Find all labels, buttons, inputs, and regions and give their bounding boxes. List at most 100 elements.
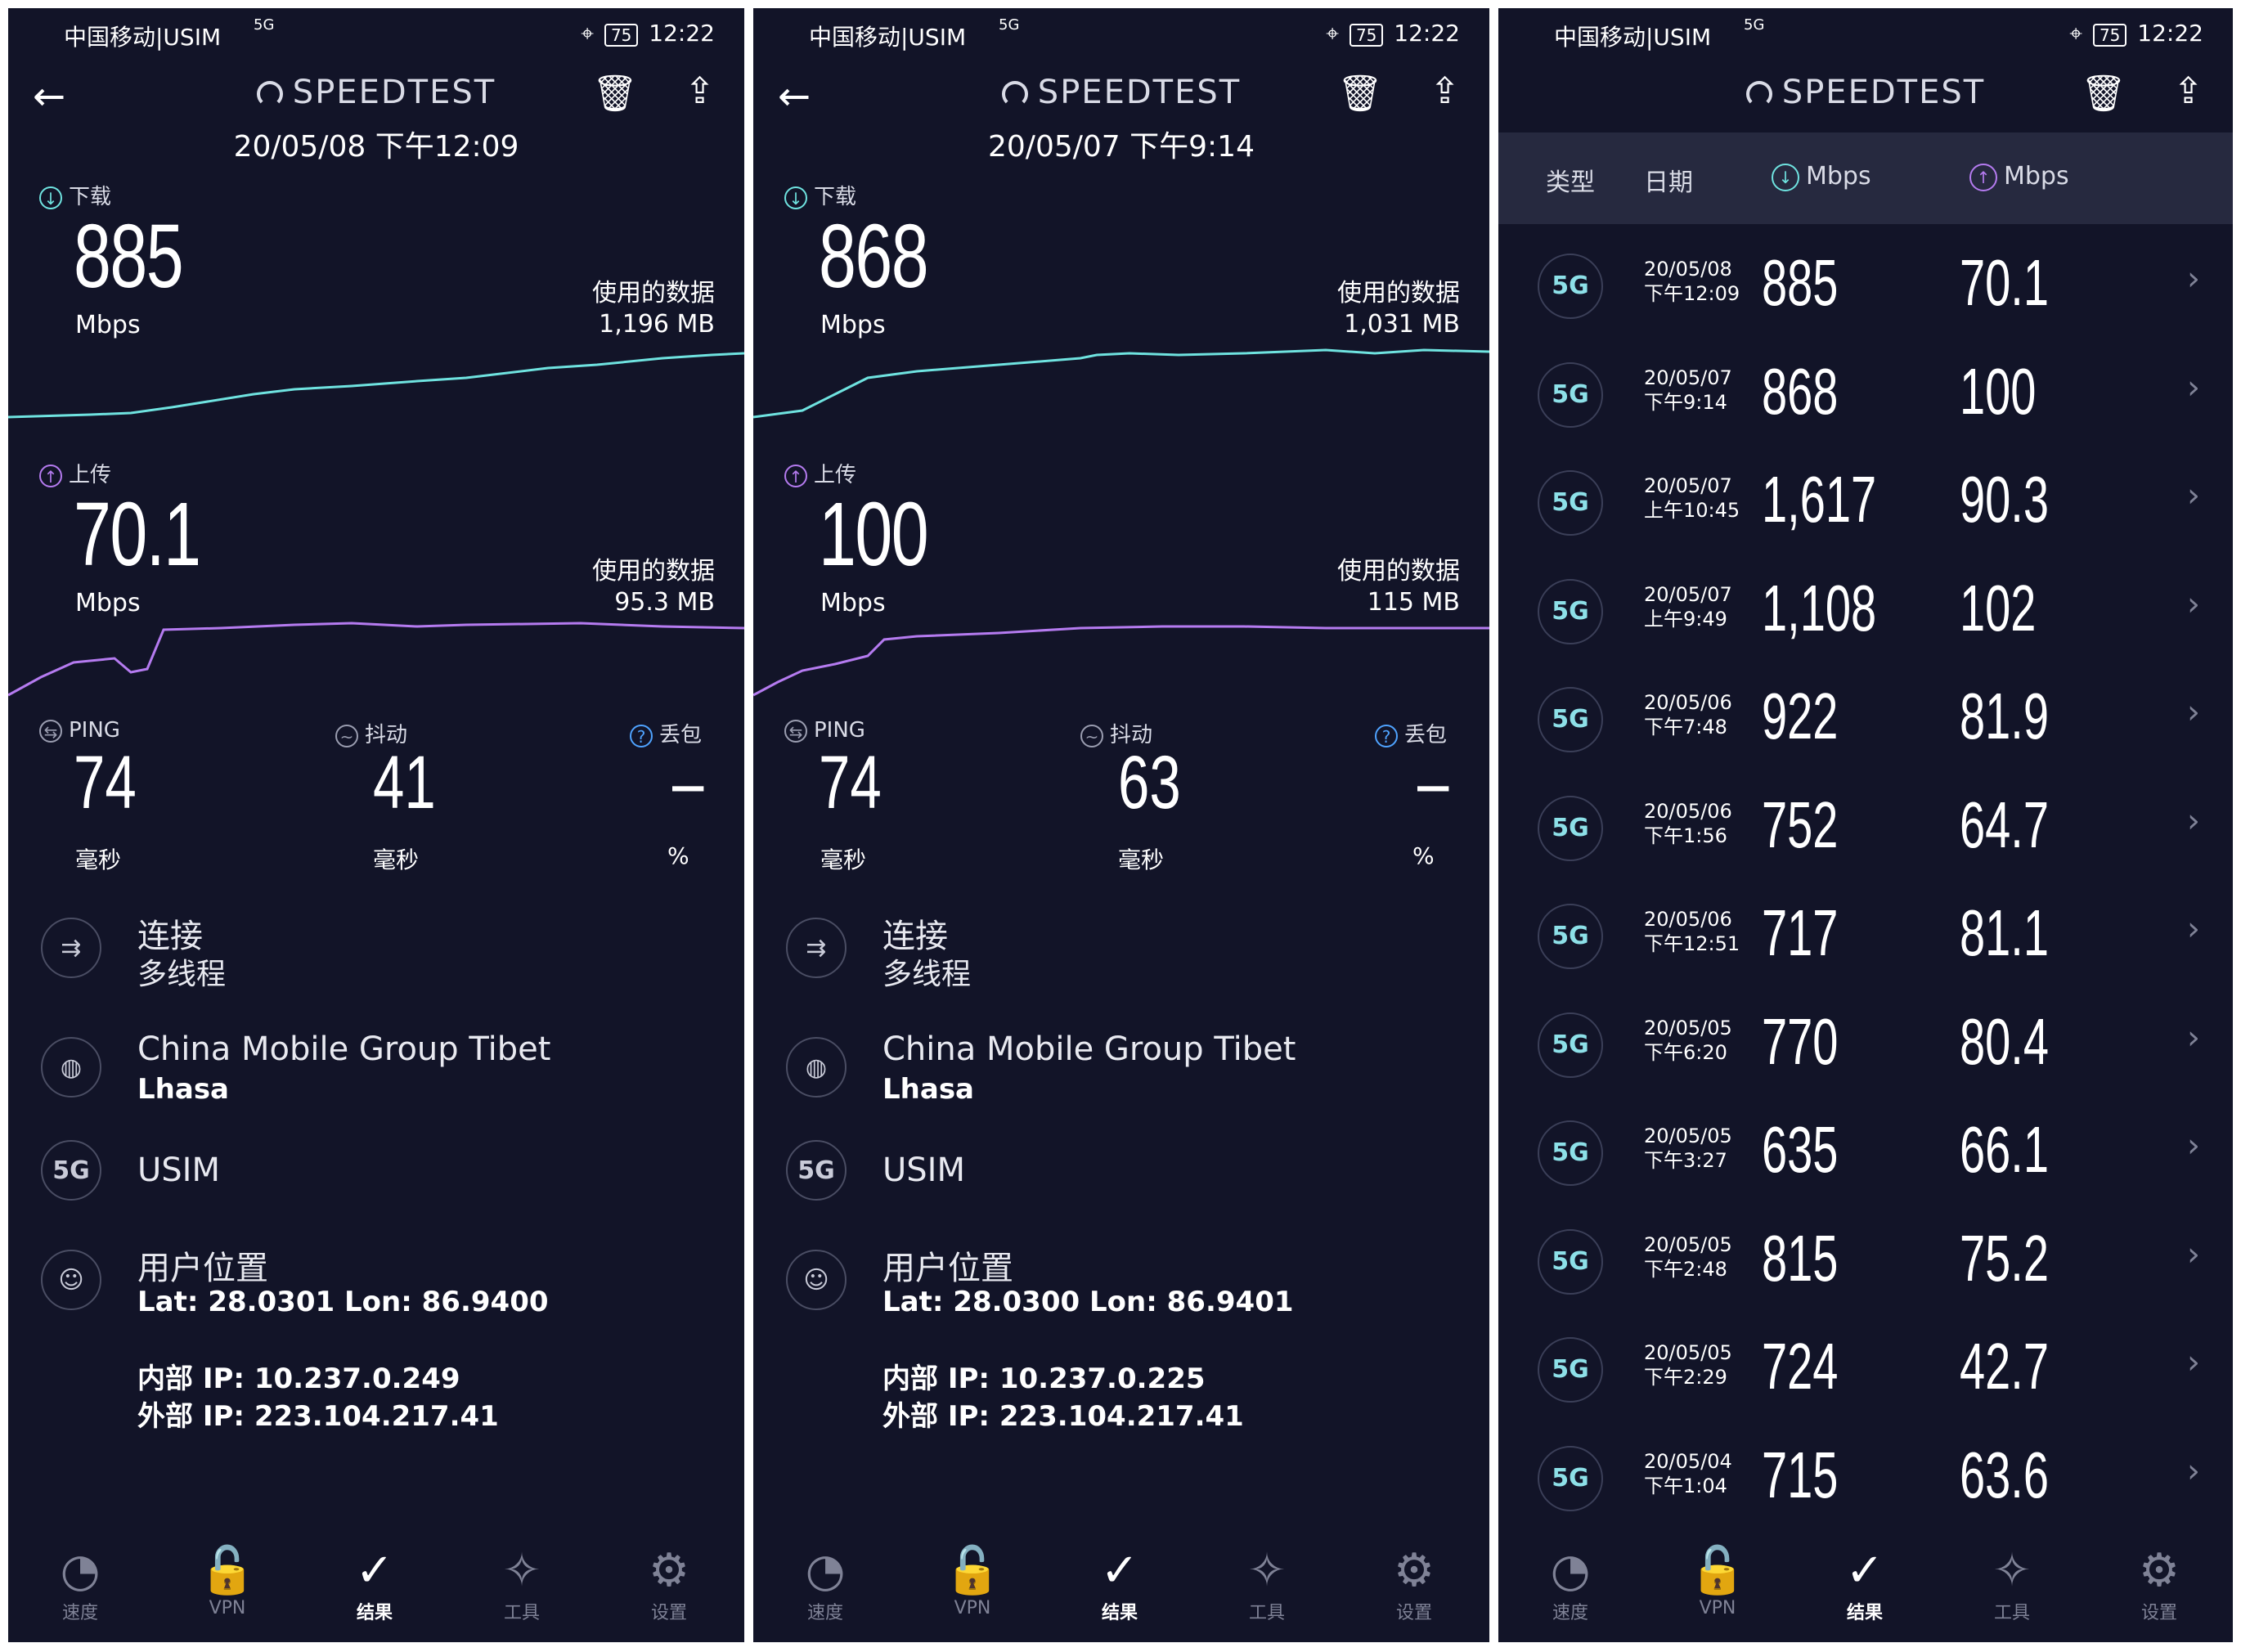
loss-unit: % (667, 842, 689, 869)
download-icon: ↓ (1772, 163, 1799, 191)
result-detail-panel-1: 中国移动|USIM 5G ⌖ 75 12:22 ← SPEEDTEST 🗑 ⇪ … (8, 8, 744, 1642)
upload-unit: Mbps (75, 589, 141, 617)
col-upload[interactable]: ↑ Mbps (1969, 162, 2069, 191)
upload-label: ↑ 上传 (39, 458, 111, 488)
history-row[interactable]: 5G 20/05/08 下午12:09 885 70.1 › (1498, 227, 2233, 335)
nav-settings[interactable]: ⚙ 设置 (1357, 1544, 1471, 1624)
download-data-used: 使用的数据 1,031 MB (1337, 279, 1460, 339)
result-detail-panel-2: 中国移动|USIM 5G ⌖ 75 12:22 ← SPEEDTEST 🗑 ⇪ … (753, 8, 1489, 1642)
nav-speed[interactable]: ◔ 速度 (23, 1544, 137, 1624)
history-row[interactable]: 5G 20/05/07 上午9:49 1,108 102 › (1498, 553, 2233, 661)
history-row[interactable]: 5G 20/05/04 下午1:04 715 63.6 › (1498, 1420, 2233, 1528)
nav-vpn[interactable]: 🔓 VPN (1660, 1544, 1775, 1618)
gauge-icon: ◔ (1550, 1544, 1591, 1597)
nav-results[interactable]: ✓ 结果 (1062, 1544, 1177, 1624)
history-row[interactable]: 5G 20/05/07 下午9:14 868 100 › (1498, 336, 2233, 444)
nav-settings[interactable]: ⚙ 设置 (2102, 1544, 2216, 1624)
connection-sub: 多线程 (882, 958, 972, 991)
chevron-right-icon: › (2187, 1018, 2200, 1057)
share-icon[interactable]: ⇪ (685, 70, 715, 112)
history-row[interactable]: 5G 20/05/06 下午12:51 717 81.1 › (1498, 878, 2233, 985)
nav-speed[interactable]: ◔ 速度 (1513, 1544, 1628, 1624)
location-coords: Lat: 28.0301 Lon: 86.9400 (137, 1286, 549, 1318)
col-type[interactable]: 类型 (1546, 168, 1595, 197)
app-title: SPEEDTEST (1498, 74, 2233, 111)
upload-icon: ↑ (1969, 163, 1997, 191)
download-data-used: 使用的数据 1,196 MB (592, 279, 715, 339)
col-download[interactable]: ↓ Mbps (1772, 162, 1871, 191)
status-carrier: 中国移动|USIM (64, 24, 222, 51)
help-icon: ? (1375, 724, 1398, 747)
back-arrow-icon[interactable]: ← (33, 74, 66, 119)
row-upload: 63.6 (1960, 1438, 2049, 1511)
trash-icon[interactable]: 🗑 (592, 73, 638, 114)
nav-results[interactable]: ✓ 结果 (1808, 1544, 1922, 1624)
app-title: SPEEDTEST (753, 74, 1489, 111)
share-icon[interactable]: ⇪ (2173, 70, 2203, 112)
nav-vpn[interactable]: 🔓 VPN (170, 1544, 285, 1618)
location-icon: ⌖ (2069, 20, 2083, 47)
loss-unit: % (1412, 842, 1435, 869)
history-row[interactable]: 5G 20/05/05 下午2:29 724 42.7 › (1498, 1311, 2233, 1419)
nav-tools[interactable]: ✧ 工具 (1955, 1544, 2069, 1624)
row-date: 20/05/05 下午3:27 (1644, 1125, 1732, 1172)
row-upload: 75.2 (1960, 1221, 2049, 1295)
row-download: 635 (1762, 1113, 1839, 1186)
connection-icon: ⇉ (786, 918, 847, 978)
connection-title: 连接 (137, 918, 203, 955)
row-download: 885 (1762, 246, 1839, 319)
history-row[interactable]: 5G 20/05/06 下午1:56 752 64.7 › (1498, 770, 2233, 878)
gauge-icon: ◔ (805, 1544, 846, 1597)
lock-icon: 🔓 (1689, 1544, 1746, 1597)
download-unit: Mbps (75, 311, 141, 339)
nav-vpn[interactable]: 🔓 VPN (915, 1544, 1030, 1618)
nav-speed[interactable]: ◔ 速度 (768, 1544, 882, 1624)
jitter-unit: 毫秒 (373, 846, 420, 873)
history-row[interactable]: 5G 20/05/05 下午3:27 635 66.1 › (1498, 1094, 2233, 1202)
network-5g-icon: 5G (1538, 1337, 1603, 1403)
upload-icon: ↑ (39, 464, 62, 487)
user-icon: ☺ (786, 1250, 847, 1310)
nav-settings[interactable]: ⚙ 设置 (612, 1544, 726, 1624)
chevron-right-icon: › (2187, 1452, 2200, 1490)
loss-label: ? 丢包 (1375, 718, 1447, 748)
download-value: 868 (819, 206, 929, 307)
network-5g-icon: 5G (1538, 795, 1603, 861)
trash-icon[interactable]: 🗑 (2081, 73, 2126, 114)
network-5g-icon: 5G (1538, 361, 1603, 428)
row-upload: 81.9 (1960, 680, 2049, 752)
row-date: 20/05/06 下午7:48 (1644, 691, 1732, 738)
share-icon[interactable]: ⇪ (1430, 70, 1460, 112)
row-date: 20/05/07 下午9:14 (1644, 366, 1732, 414)
history-row[interactable]: 5G 20/05/05 下午2:48 815 75.2 › (1498, 1203, 2233, 1311)
jitter-icon: ~ (1080, 724, 1103, 747)
col-date[interactable]: 日期 (1644, 168, 1693, 197)
row-date: 20/05/04 下午1:04 (1644, 1449, 1732, 1497)
history-row[interactable]: 5G 20/05/05 下午6:20 770 80.4 › (1498, 986, 2233, 1094)
status-right: ⌖ 75 12:22 (1326, 20, 1460, 47)
history-row[interactable]: 5G 20/05/07 上午10:45 1,617 90.3 › (1498, 444, 2233, 552)
external-ip: 外部 IP: 223.104.217.41 (137, 1400, 499, 1433)
back-arrow-icon[interactable]: ← (778, 74, 811, 119)
nav-tools[interactable]: ✧ 工具 (465, 1544, 579, 1624)
nav-results[interactable]: ✓ 结果 (317, 1544, 432, 1624)
network-5g-icon: 5G (1538, 470, 1603, 536)
help-icon: ? (630, 724, 653, 747)
network-5g-icon: 5G (1538, 687, 1603, 752)
server-location: Lhasa (882, 1073, 974, 1106)
row-upload: 66.1 (1960, 1113, 2049, 1186)
history-row[interactable]: 5G 20/05/06 下午7:48 922 81.9 › (1498, 661, 2233, 769)
loss-value: – (672, 741, 704, 824)
network-5g-icon: 5G (1538, 254, 1603, 319)
upload-value: 100 (819, 484, 929, 585)
jitter-label: ~ 抖动 (1080, 718, 1152, 748)
connection-icon: ⇉ (41, 918, 101, 978)
gear-icon: ⚙ (1393, 1544, 1435, 1597)
server-name: China Mobile Group Tibet (137, 1030, 551, 1068)
location-title: 用户位置 (137, 1250, 268, 1287)
network-name: USIM (882, 1151, 965, 1189)
trash-icon[interactable]: 🗑 (1337, 73, 1383, 114)
bottom-nav: ◔ 速度 🔓 VPN ✓ 结果 ✧ 工具 ⚙ 设置 (8, 1520, 744, 1642)
nav-tools[interactable]: ✧ 工具 (1210, 1544, 1324, 1624)
row-upload: 100 (1960, 354, 2037, 428)
